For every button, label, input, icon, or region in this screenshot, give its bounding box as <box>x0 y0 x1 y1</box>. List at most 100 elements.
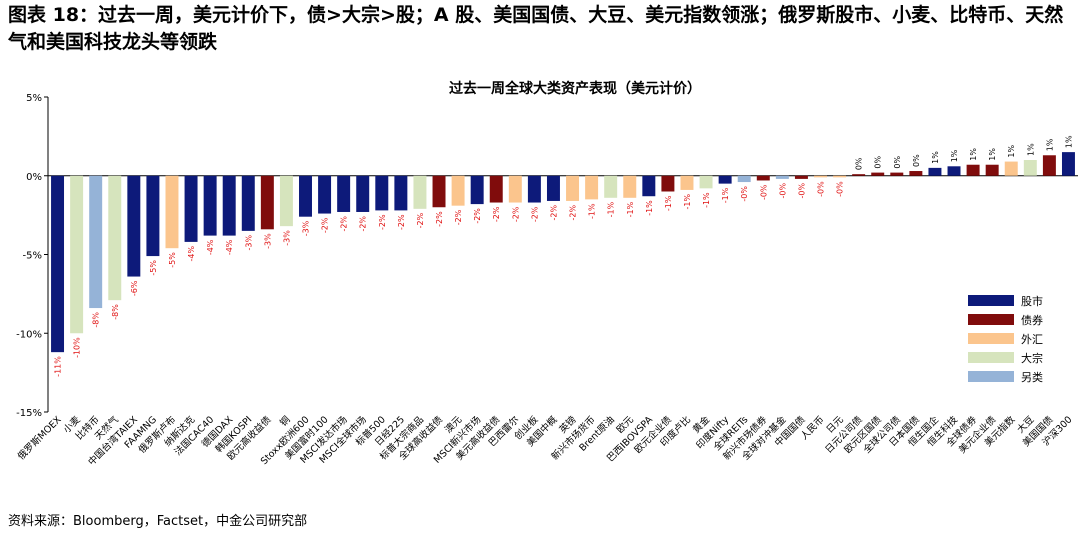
data-label: -1% <box>702 192 711 208</box>
bar <box>222 175 236 236</box>
bar <box>985 164 999 176</box>
legend-swatch <box>968 352 1014 363</box>
legend-label: 另类 <box>1021 370 1043 384</box>
y-axis: 5% 0% -5% -10% -15% <box>16 93 1078 419</box>
data-label: 1% <box>1045 138 1054 151</box>
bar <box>337 175 351 212</box>
legend-label: 债券 <box>1021 313 1043 327</box>
data-label: -1% <box>626 201 635 217</box>
bar <box>1004 161 1018 176</box>
bar <box>375 175 389 211</box>
data-label: -1% <box>664 195 673 211</box>
data-label: 1% <box>988 148 997 161</box>
data-label: -2% <box>416 212 425 228</box>
data-label: -3% <box>282 230 291 246</box>
bar <box>356 175 370 212</box>
bar <box>966 164 980 176</box>
bar <box>318 175 332 214</box>
data-label: -3% <box>302 220 311 236</box>
data-label: -4% <box>187 246 196 262</box>
bar <box>947 166 961 176</box>
data-label: -2% <box>340 216 349 232</box>
data-label: -1% <box>683 194 692 210</box>
bar <box>566 175 580 201</box>
data-label: -4% <box>206 239 215 255</box>
bar <box>871 172 885 176</box>
bar <box>546 175 560 201</box>
bar <box>260 175 274 230</box>
data-label: 1% <box>1064 135 1073 148</box>
legend-swatch <box>968 371 1014 382</box>
data-label: -1% <box>721 187 730 203</box>
y-tick-label: -5% <box>23 251 42 262</box>
data-label: 0% <box>893 156 902 169</box>
data-label: -2% <box>321 217 330 233</box>
bar <box>890 172 904 176</box>
legend-swatch <box>968 333 1014 344</box>
category-label: 俄罗斯MOEX <box>15 413 64 462</box>
bar <box>661 175 675 192</box>
bar <box>241 175 255 231</box>
bar <box>775 175 789 179</box>
legend-label: 股市 <box>1021 294 1043 308</box>
data-label: -6% <box>130 280 139 296</box>
data-label: -0% <box>836 181 845 197</box>
data-label: -2% <box>359 216 368 232</box>
bar <box>89 175 103 309</box>
data-label: -2% <box>511 206 520 222</box>
y-tick-label: 5% <box>26 93 42 104</box>
data-label: -2% <box>492 206 501 222</box>
data-label: -2% <box>473 208 482 224</box>
bar <box>527 175 541 203</box>
category-labels: 俄罗斯MOEX小麦比特币天然气中国台湾TAIEXFAAMNG俄罗斯卢布纳斯达克法… <box>15 413 1074 468</box>
bar <box>604 175 618 198</box>
data-label: 1% <box>950 149 959 162</box>
data-label: -2% <box>435 211 444 227</box>
data-label: -11% <box>54 356 63 377</box>
bar <box>394 175 408 211</box>
bar <box>108 175 122 301</box>
bar <box>432 175 446 208</box>
bar <box>184 175 198 242</box>
data-label: 1% <box>1007 144 1016 157</box>
bar <box>699 175 713 189</box>
data-label: -2% <box>530 206 539 222</box>
bar <box>852 174 866 176</box>
data-label: -4% <box>225 239 234 255</box>
data-labels: -11% -10% -8% -8% -6% -5% -5% -4% -4% -4% -3% -3% -3… <box>54 135 1074 377</box>
bar <box>1023 160 1037 176</box>
data-label: -1% <box>645 200 654 216</box>
bar <box>680 175 694 190</box>
data-label: -0% <box>778 183 787 199</box>
bar <box>470 175 484 205</box>
data-label: -0% <box>759 184 768 200</box>
bar <box>299 175 312 217</box>
bar <box>203 175 217 236</box>
bar <box>489 175 503 203</box>
bar <box>737 175 751 183</box>
bar <box>127 175 141 277</box>
bar <box>451 175 465 206</box>
y-tick-label: -10% <box>16 329 42 340</box>
legend-label: 大宗 <box>1021 351 1043 365</box>
data-label: -0% <box>797 183 806 199</box>
bar <box>718 175 732 184</box>
data-label: 0% <box>874 156 883 169</box>
data-label: -0% <box>740 186 749 202</box>
bar <box>413 175 427 209</box>
data-label: -1% <box>607 201 616 217</box>
data-label: -8% <box>111 304 120 320</box>
data-label: -1% <box>588 203 597 219</box>
bar <box>642 175 656 197</box>
bar <box>909 171 923 176</box>
bars <box>51 152 1075 353</box>
bar <box>833 175 847 178</box>
bar <box>623 175 637 198</box>
data-label: -2% <box>397 214 406 230</box>
data-label: -2% <box>569 205 578 221</box>
bar <box>756 175 770 181</box>
data-label: -3% <box>263 233 272 249</box>
bar <box>585 175 599 200</box>
data-label: 1% <box>931 151 940 164</box>
